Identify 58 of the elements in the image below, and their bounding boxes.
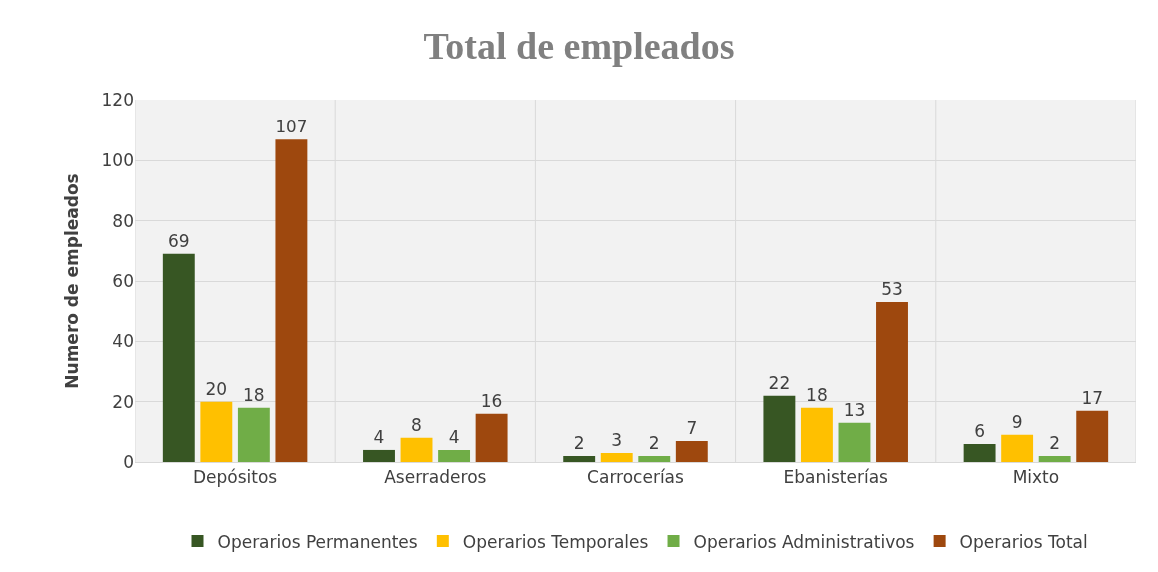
bar xyxy=(200,401,233,462)
x-tick-label: Ebanisterías xyxy=(783,467,889,488)
legend-label: Operarios Total xyxy=(959,531,1088,552)
data-label: 16 xyxy=(480,390,503,411)
x-tick-label: Depósitos xyxy=(192,467,278,488)
bar xyxy=(838,422,871,462)
bar xyxy=(963,443,996,462)
bar xyxy=(475,413,508,462)
bar xyxy=(876,302,908,462)
data-label: 22 xyxy=(768,372,791,393)
data-label: 2 xyxy=(1049,432,1061,453)
bar xyxy=(763,395,796,462)
data-label: 3 xyxy=(611,429,623,450)
bar xyxy=(438,449,471,462)
bar xyxy=(638,455,671,462)
y-tick-label: 80 xyxy=(112,210,134,231)
y-axis-title: Numero de empleados xyxy=(62,173,83,389)
bar xyxy=(600,452,633,462)
data-label: 20 xyxy=(205,378,228,399)
legend-label: Operarios Administrativos xyxy=(693,531,915,552)
x-tick-label: Mixto xyxy=(1012,467,1060,488)
data-label: 4 xyxy=(448,426,460,447)
data-label: 4 xyxy=(373,426,385,447)
bar xyxy=(363,449,395,462)
data-label: 7 xyxy=(686,417,698,438)
bar xyxy=(275,139,308,462)
data-label: 6 xyxy=(974,420,986,441)
bar xyxy=(1076,410,1109,462)
bar xyxy=(1001,434,1034,462)
legend-label: Operarios Permanentes xyxy=(217,531,418,552)
legend-label: Operarios Temporales xyxy=(462,531,649,552)
data-label: 2 xyxy=(648,432,660,453)
x-tick-label: Carrocerías xyxy=(587,467,685,488)
bar xyxy=(400,437,433,462)
data-label: 18 xyxy=(243,384,265,405)
data-label: 53 xyxy=(881,279,903,300)
y-tick-label: 0 xyxy=(123,451,134,472)
bar xyxy=(675,440,708,462)
data-label: 8 xyxy=(411,414,422,435)
bar xyxy=(800,407,833,462)
data-label: 17 xyxy=(1081,387,1104,408)
data-label: 18 xyxy=(806,384,828,405)
y-tick-label: 60 xyxy=(112,270,134,291)
data-label: 9 xyxy=(1011,411,1023,432)
y-tick-label: 20 xyxy=(112,391,134,412)
y-tick-label: 120 xyxy=(101,89,134,110)
bar xyxy=(563,455,596,462)
bar xyxy=(1038,455,1071,462)
y-tick-label: 40 xyxy=(112,331,134,352)
data-label: 69 xyxy=(167,230,190,251)
data-label: 107 xyxy=(275,116,308,137)
bar xyxy=(237,407,270,462)
x-tick-label: Aserraderos xyxy=(384,467,487,488)
chart-title: Total de empleados xyxy=(423,25,735,68)
bar xyxy=(162,253,195,462)
data-label: 2 xyxy=(573,432,585,453)
y-tick-label: 100 xyxy=(101,150,134,171)
data-label: 13 xyxy=(843,399,866,420)
